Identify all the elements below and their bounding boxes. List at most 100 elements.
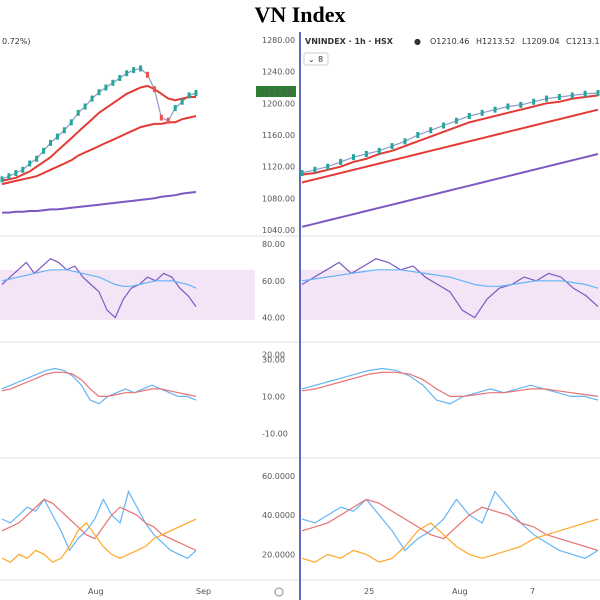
y-tick-label: 80.00 [262,240,285,249]
left-candle [152,86,156,93]
y-tick-label: 30.00 [262,355,285,364]
left-candle [173,105,177,112]
settings-gear-icon[interactable] [274,587,284,597]
right-candle [403,138,407,145]
right-candle [442,122,446,129]
left-candle [111,79,115,86]
right-series-0-line [301,92,599,174]
left-candle [76,109,80,116]
status-dot-icon: ● [414,37,421,46]
left-candle [21,166,25,173]
right-candle [339,158,343,165]
left-series-3-line [2,191,197,214]
ohlc-high: H1213.52 [476,37,515,46]
right-candle [545,95,549,102]
right-candle [493,106,497,113]
left-candle [194,90,198,97]
left-candle [118,75,122,81]
left-rsi-line-1 [1,269,197,289]
y-tick-label: 20.0000 [262,550,295,559]
y-tick-label: 1040.00 [262,226,295,235]
left-candle [49,139,52,146]
right-candle [570,92,574,99]
right-candle [596,90,600,97]
right-candle [390,143,394,150]
left-macd-line-1 [1,371,197,397]
right-candle [583,90,587,97]
rsi-axis: 80.00 60.00 40.00 20.00 [262,240,285,359]
left-candle [0,176,4,183]
right-rsi-line-1 [301,269,599,289]
y-tick-label: 60.0000 [262,472,295,481]
y-tick-label: 1080.00 [262,194,295,203]
y-tick-label: 40.00 [262,314,285,323]
indicator-count: 8 [318,55,323,64]
y-tick-label: 10.00 [262,392,285,401]
left-macd-line-0 [1,367,197,405]
left-candle [187,92,191,99]
macd-axis: 30.00 10.00 -10.00 [262,355,288,438]
y-tick-label: 1240.00 [262,68,295,77]
x-label-25: 25 [364,587,374,596]
chart-area[interactable]: 0.72%) VNINDEX · 1h · HSX ● O1210.46 H12… [0,32,600,600]
left-candle [159,114,163,121]
right-adx-line-2 [301,518,599,563]
y-tick-label: 1280.00 [262,36,295,45]
right-adx-line-1 [301,498,599,551]
x-label-7: 7 [530,587,535,596]
left-adx-line-0 [1,489,197,560]
right-adx-line-0 [301,490,599,559]
right-candle [532,98,536,105]
left-candle [7,173,11,180]
right-series-3-line [301,153,599,228]
right-candle [326,163,330,170]
left-candle [90,95,94,102]
indicator-toggle-button[interactable]: ⌄ 8 [303,52,329,66]
left-candle [55,133,59,140]
rsi-zone-right [301,270,600,320]
right-candle [519,101,523,108]
right-candle [454,117,458,124]
left-candle [132,67,136,74]
chart-title: VN Index [254,2,346,27]
left-candle [69,119,73,126]
left-candle [42,147,46,154]
chevron-down-icon: ⌄ [308,55,315,64]
right-candle [313,166,317,173]
right-candle [480,109,484,116]
y-tick-label: 20.00 [262,350,285,359]
right-candle [364,151,368,157]
y-tick-label: 60.00 [262,277,285,286]
right-candle [467,113,471,119]
left-adx-line-1 [1,498,197,551]
current-price-label: 1213.16 [259,88,292,97]
current-price-tag: 1213.16 [256,86,296,97]
left-candle [14,170,18,176]
right-candle [429,127,433,134]
x-label-aug-right: Aug [452,587,468,596]
adx-axis: 60.0000 40.0000 20.0000 [262,472,295,560]
right-candle [300,170,304,176]
x-label-sep: Sep [196,587,211,596]
left-candle [62,127,66,134]
left-candle [83,103,87,110]
ohlc-low: L1209.04 [522,37,560,46]
price-axis: 1280.00 1240.00 1200.00 1160.00 1120.00 1080.… [262,36,295,235]
right-macd-line-1 [301,371,599,397]
y-tick-label: 40.0000 [262,511,295,520]
left-candle [166,117,170,124]
symbol-label[interactable]: VNINDEX · 1h · HSX [305,37,394,46]
left-candle [180,98,184,105]
left-adx-line-2 [1,518,197,563]
y-tick-label: 1160.00 [262,131,295,140]
x-label-aug-left: Aug [88,587,104,596]
right-series-2-line [301,108,599,184]
left-candle [125,70,129,77]
right-candle [351,154,355,161]
rsi-zone-left [0,270,255,320]
y-tick-label: -10.00 [262,429,288,438]
left-candle [28,160,32,167]
right-candle [377,147,381,154]
right-candle [506,103,510,110]
plot-layer [0,65,600,563]
